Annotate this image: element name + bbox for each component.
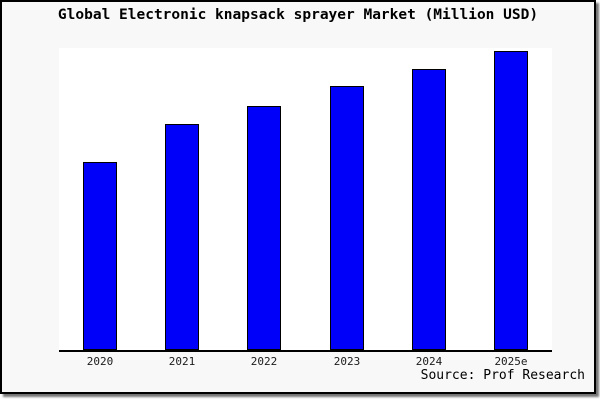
x-axis-line bbox=[59, 350, 552, 352]
bar-2025e bbox=[494, 51, 528, 350]
bar-2023 bbox=[330, 86, 364, 350]
bar-2024 bbox=[412, 69, 446, 350]
source-note: Source: Prof Research bbox=[420, 368, 585, 383]
bar-2021 bbox=[165, 124, 199, 350]
x-tick-label-2021: 2021 bbox=[168, 355, 196, 368]
x-tick-label-2020: 2020 bbox=[86, 355, 114, 368]
x-tick-label-2024: 2024 bbox=[415, 355, 443, 368]
x-tick-label-2022: 2022 bbox=[250, 355, 278, 368]
chart-frame: Global Electronic knapsack sprayer Marke… bbox=[0, 0, 596, 394]
x-tick-label-2025e: 2025e bbox=[494, 355, 528, 368]
x-tick-label-2023: 2023 bbox=[333, 355, 361, 368]
plot-area bbox=[59, 48, 552, 350]
bar-2020 bbox=[83, 162, 117, 350]
bar-2022 bbox=[247, 106, 281, 350]
chart-title: Global Electronic knapsack sprayer Marke… bbox=[57, 7, 539, 23]
